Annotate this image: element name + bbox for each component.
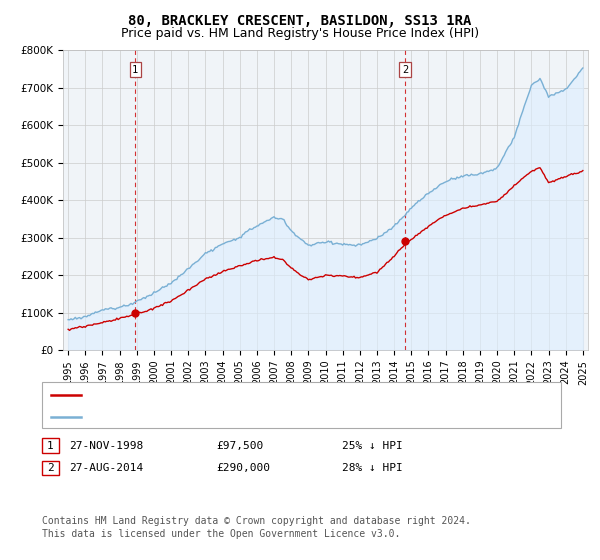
- Text: 27-AUG-2014: 27-AUG-2014: [69, 463, 143, 473]
- Text: 1: 1: [132, 65, 139, 75]
- Text: £290,000: £290,000: [216, 463, 270, 473]
- Text: Price paid vs. HM Land Registry's House Price Index (HPI): Price paid vs. HM Land Registry's House …: [121, 27, 479, 40]
- Text: £97,500: £97,500: [216, 441, 263, 451]
- Text: HPI: Average price, detached house, Basildon: HPI: Average price, detached house, Basi…: [87, 412, 384, 422]
- Text: 28% ↓ HPI: 28% ↓ HPI: [342, 463, 403, 473]
- Text: 80, BRACKLEY CRESCENT, BASILDON, SS13 1RA: 80, BRACKLEY CRESCENT, BASILDON, SS13 1R…: [128, 14, 472, 28]
- Text: 2: 2: [402, 65, 408, 75]
- Text: 25% ↓ HPI: 25% ↓ HPI: [342, 441, 403, 451]
- Text: 2: 2: [47, 463, 54, 473]
- Text: 27-NOV-1998: 27-NOV-1998: [69, 441, 143, 451]
- Text: 80, BRACKLEY CRESCENT, BASILDON, SS13 1RA (detached house): 80, BRACKLEY CRESCENT, BASILDON, SS13 1R…: [87, 390, 479, 400]
- Text: Contains HM Land Registry data © Crown copyright and database right 2024.
This d: Contains HM Land Registry data © Crown c…: [42, 516, 471, 539]
- Text: 1: 1: [47, 441, 54, 451]
